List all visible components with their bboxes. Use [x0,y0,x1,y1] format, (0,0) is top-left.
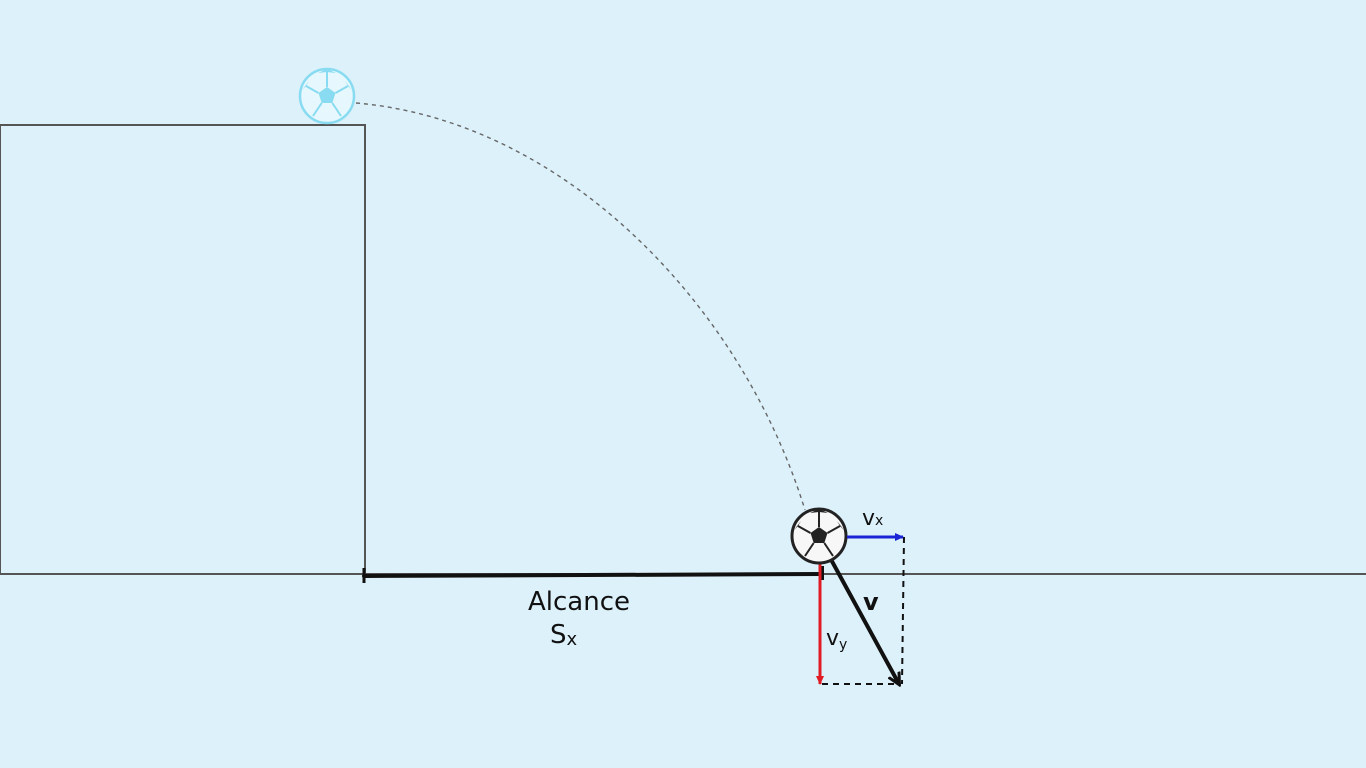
v-arrow [820,542,899,684]
building [0,124,366,575]
vx-label-base: v [862,506,875,531]
range-symbol-sub: x [567,629,578,650]
soccer-ball-icon [790,507,848,565]
trajectory-path [355,102,806,511]
vx-projection-dashed [901,536,905,685]
range-symbol: Sx [550,620,578,650]
soccer-ball-icon [298,67,356,125]
range-label: Alcance [528,587,630,617]
vy-label: vy [826,626,847,653]
range-line [362,572,824,578]
vx-label: vx [862,506,883,531]
vy-label-sub: y [839,637,847,653]
range-symbol-base: S [550,620,567,650]
v-label: v [863,588,879,616]
vx-label-sub: x [875,513,883,529]
vy-label-base: v [826,626,839,651]
